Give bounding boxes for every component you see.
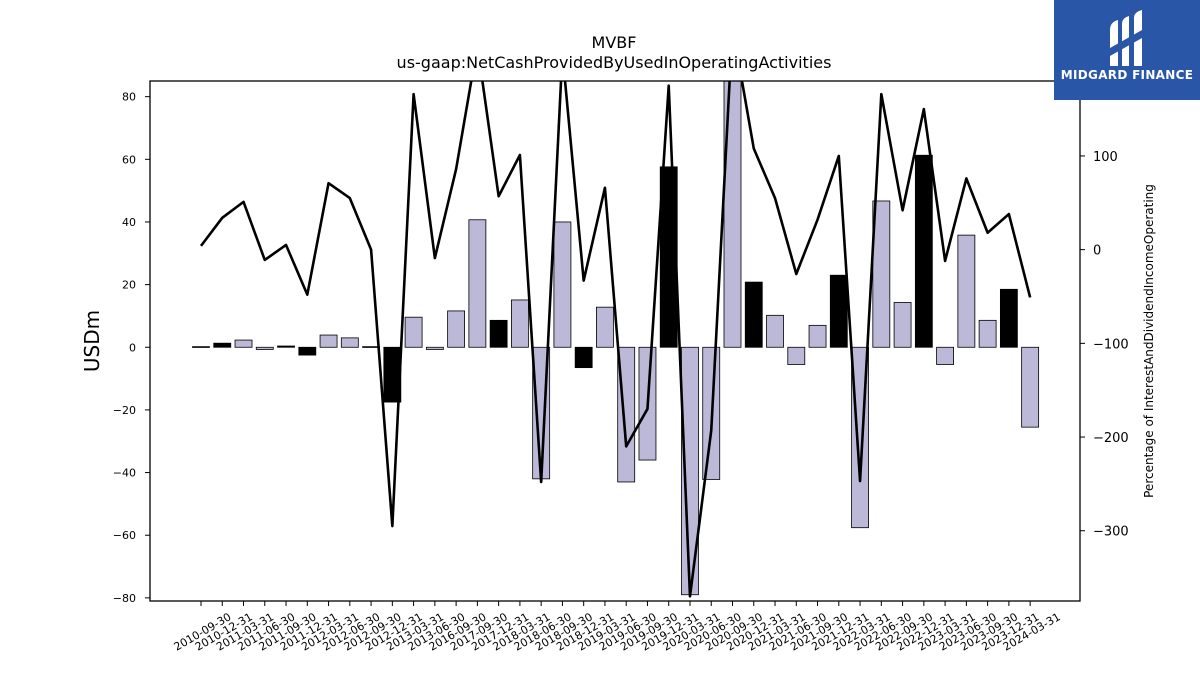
- y-axis-label-left: USDm: [80, 310, 104, 372]
- bar: [404, 316, 423, 348]
- bar: [192, 346, 210, 348]
- bar: [213, 342, 232, 348]
- chart-subtitle: us-gaap:NetCashProvidedByUsedInOperating…: [397, 53, 832, 72]
- bar: [277, 345, 295, 348]
- y-tick-label-left: −20: [113, 404, 136, 417]
- bar: [787, 346, 806, 365]
- bar: [999, 288, 1018, 348]
- bar: [808, 324, 827, 348]
- bar: [447, 310, 466, 348]
- bar: [744, 281, 763, 348]
- bar: [1021, 346, 1040, 428]
- y-tick-label-right: −300: [1093, 525, 1129, 540]
- y-tick-label-left: −80: [113, 592, 136, 605]
- y-tick-label-left: 60: [122, 153, 136, 166]
- bar: [255, 346, 274, 350]
- bar: [510, 299, 529, 348]
- y-tick-label-left: −40: [113, 467, 136, 480]
- bar: [872, 200, 891, 348]
- brand-logo: MIDGARD FINANCE: [1054, 0, 1200, 100]
- midgard-logo-icon: [1110, 10, 1142, 66]
- bar: [978, 319, 997, 348]
- chart-title: MVBF: [592, 33, 637, 52]
- axes: −80−60−40−20020406080−300−200−1000100201…: [113, 80, 1129, 654]
- y-tick-label-left: 80: [122, 91, 136, 104]
- y-axis-label-right: Percentage of InterestAndDividendIncomeO…: [1142, 184, 1156, 498]
- bar: [468, 219, 487, 348]
- bar: [723, 81, 742, 348]
- line-path: [199, 81, 1032, 598]
- bar: [489, 319, 508, 348]
- y-tick-label-left: −60: [113, 529, 136, 542]
- bar: [574, 346, 593, 369]
- y-tick-label-right: 100: [1093, 150, 1118, 165]
- bar: [829, 274, 848, 348]
- bar: [319, 334, 338, 348]
- y-tick-label-left: 0: [129, 341, 136, 354]
- bar: [596, 306, 614, 348]
- y-tick-label-right: −100: [1093, 337, 1129, 352]
- bar: [340, 337, 359, 348]
- y-tick-label-right: 0: [1093, 244, 1101, 259]
- line-series: [199, 81, 1032, 598]
- bar: [234, 339, 253, 348]
- bar: [766, 314, 784, 348]
- y-tick-label-left: 20: [122, 279, 136, 292]
- plot-frame: [149, 80, 1081, 602]
- y-tick-label-right: −200: [1093, 431, 1129, 446]
- bar: [893, 302, 912, 348]
- bar: [425, 346, 444, 350]
- bar: [362, 346, 380, 348]
- bar: [298, 346, 317, 356]
- y-tick-label-left: 40: [122, 216, 136, 229]
- brand-name: MIDGARD FINANCE: [1060, 68, 1194, 82]
- bar: [957, 234, 976, 348]
- bar: [936, 346, 954, 365]
- bar-series: [192, 81, 1040, 596]
- bar: [914, 154, 933, 348]
- bar: [553, 221, 572, 348]
